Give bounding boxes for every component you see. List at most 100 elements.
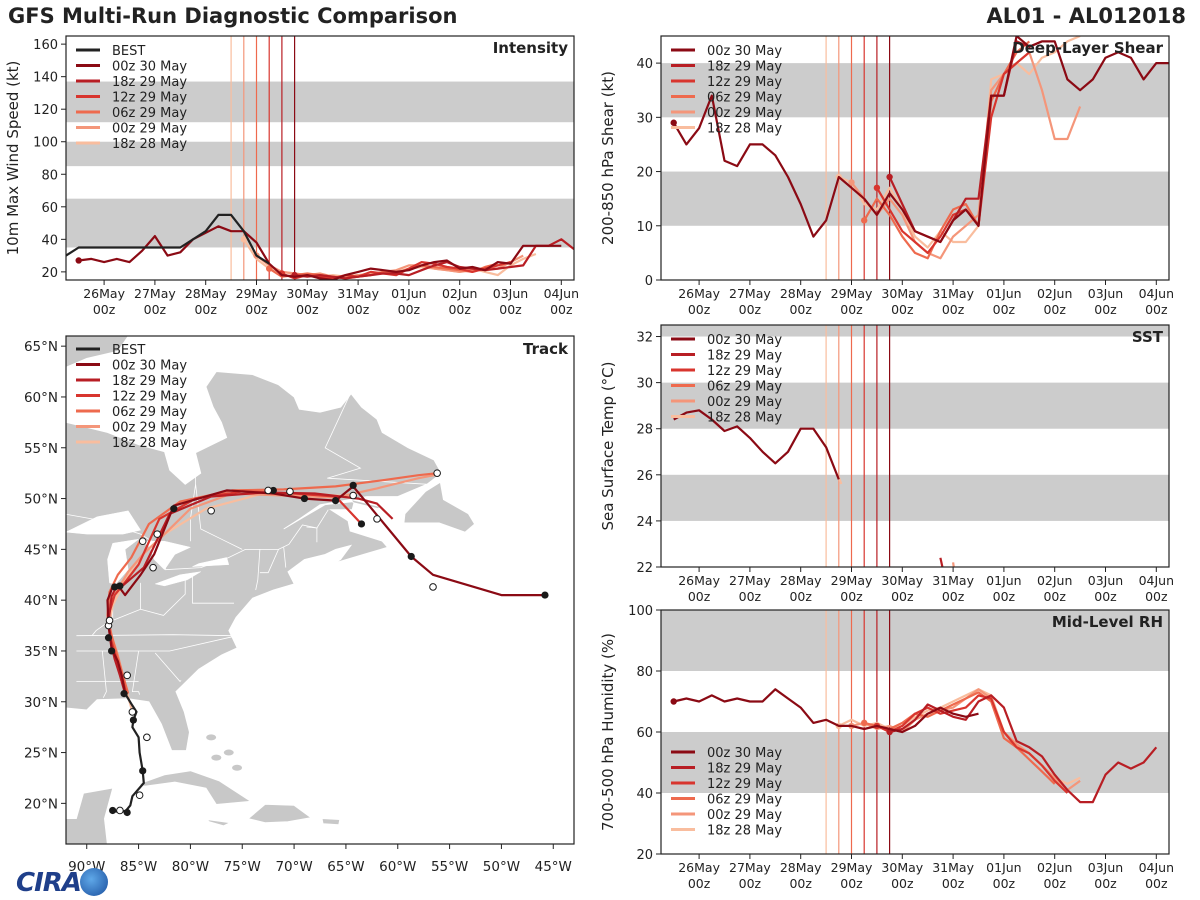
x-tick-label: 26May [678,286,720,301]
x-tick-label: 02Jun [442,286,477,301]
x-tick-label: 00z [993,589,1016,604]
y-tick-label: 60 [636,726,653,741]
x-tick-label: 00z [1094,876,1117,891]
legend-label: 06z 29 May [112,106,187,121]
y-tick-label: 20 [636,848,653,863]
legend-label: 06z 29 May [707,380,782,395]
y-tick-label: 60 [41,201,58,216]
x-tick-label: 31May [932,860,974,875]
x-tick-label: 00z [739,876,762,891]
x-tick-label: 00z [739,589,762,604]
x-tick-label: 31May [337,286,379,301]
state-border [306,509,329,529]
track-marker-open [286,487,294,496]
x-tick-label: 00z [840,876,863,891]
y-tick-label: 160 [33,38,58,53]
legend-label: 18z 28 May [707,122,782,137]
legend-label: 18z 29 May [707,762,782,777]
x-tick-label: 65°W [327,859,364,875]
init-dot [861,217,868,224]
track-marker-open [105,616,114,625]
shaded-band [661,382,1169,429]
y-tick-label: 40 [41,233,58,248]
init-dot [670,119,677,126]
x-tick-label: 85°W [120,859,157,875]
state-border [283,547,287,568]
panel-title: Track [523,340,569,358]
y-axis-label: 200-850 hPa Shear (kt) [599,71,617,245]
x-tick-label: 55°W [431,859,468,875]
x-tick-label: 00z [789,302,812,317]
legend-label: 00z 30 May [112,359,187,374]
init-dot [861,719,868,727]
track-marker-solid [116,582,124,590]
x-tick-label: 02Jun [1037,286,1072,301]
y-tick-label: 35°N [24,644,58,660]
x-tick-label: 00z [1043,876,1066,891]
plot-frame [660,324,1170,568]
lake-erie [154,571,201,587]
panel-title: Intensity [493,39,569,57]
y-tick-label: 40 [636,787,653,802]
x-tick-label: 00z [891,589,914,604]
x-tick-label: 80°W [172,859,209,875]
y-tick-label: 45°N [24,542,58,558]
x-tick-label: 00z [398,302,421,317]
track-marker-open [429,583,437,591]
x-tick-label: 04Jun [1139,286,1174,301]
y-tick-label: 80 [41,168,58,183]
series-line [78,225,562,280]
y-tick-label: 65°N [24,339,58,355]
x-tick-label: 00z [1043,589,1066,604]
legend-label: 06z 29 May [707,793,782,808]
land-jamaica [205,819,232,827]
legend-label: 18z 29 May [707,349,782,364]
x-tick-label: 00z [840,589,863,604]
shaded-band [661,610,1169,671]
track-marker-solid [129,716,137,724]
panel-title: SST [1132,328,1164,346]
x-tick-label: 27May [134,286,176,301]
y-tick-label: 26 [636,469,653,484]
page-title: GFS Multi-Run Diagnostic Comparison [8,4,458,28]
track-marker-solid [104,634,113,642]
series-line [268,262,499,280]
track-marker-solid [120,690,128,698]
land-cuba [137,770,252,805]
y-tick-label: 30°N [24,695,58,711]
init-dot [848,179,855,186]
land-bahamas [223,749,234,756]
track-marker-solid [541,591,549,599]
track-marker-open [143,733,151,742]
y-tick-label: 24 [636,515,653,530]
x-tick-label: 00z [688,589,711,604]
x-tick-label: 00z [499,302,522,317]
x-tick-label: 02Jun [1037,573,1072,588]
track-marker-solid [407,552,415,561]
legend-label: 06z 29 May [707,91,782,106]
x-tick-label: 00z [688,876,711,891]
init-dot [240,236,247,243]
track-marker-solid [108,647,116,655]
x-tick-label: 27May [729,860,771,875]
x-tick-label: 00z [688,302,711,317]
track-marker-open [207,506,215,515]
legend-label: 18z 29 May [112,374,187,389]
y-tick-label: 55°N [24,441,58,457]
y-tick-label: 0 [645,274,653,289]
track-marker-open [149,563,157,572]
x-tick-label: 04Jun [1139,860,1174,875]
x-tick-label: 00z [1094,589,1117,604]
y-tick-label: 20 [636,166,653,181]
legend-label: 00z 29 May [112,421,187,436]
legend-label: 12z 29 May [112,390,187,405]
series-line [672,36,1169,244]
track-marker-solid [357,520,366,528]
series-line [952,562,955,567]
y-tick-label: 32 [636,331,653,346]
plot-frame [65,35,575,281]
map-layer [66,336,574,844]
track-marker-open [123,671,131,680]
series-line [281,261,511,280]
x-tick-label: 26May [678,573,720,588]
